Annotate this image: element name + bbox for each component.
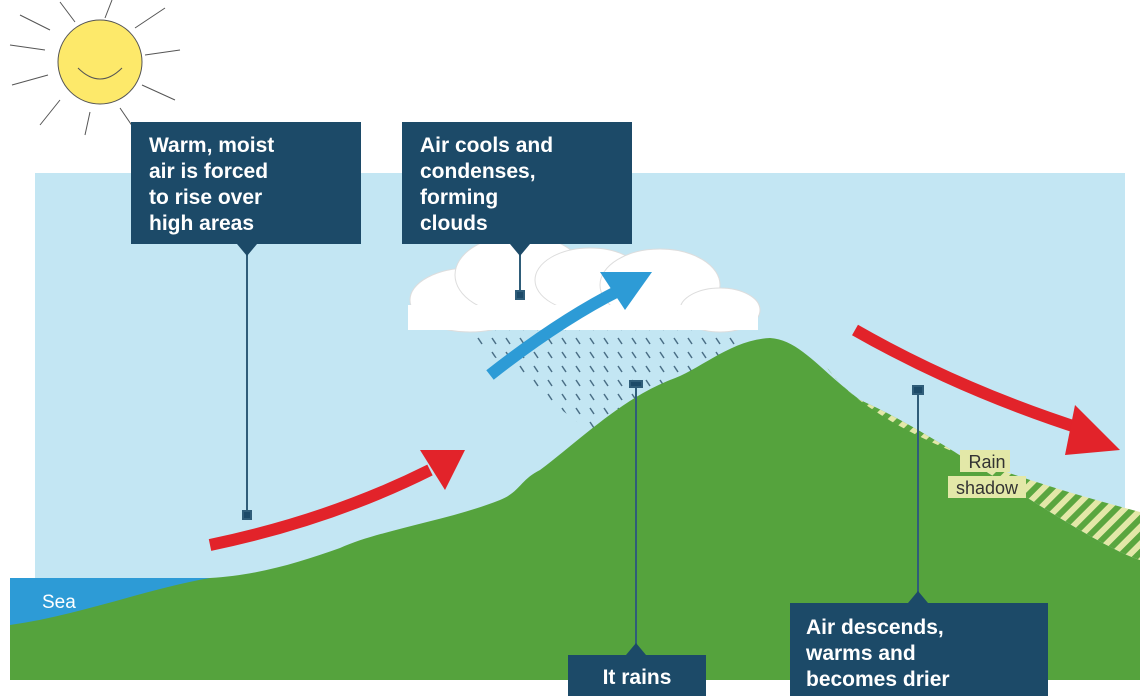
callout-text: air is forced xyxy=(149,160,268,183)
callout-text: It rains xyxy=(603,666,672,689)
rain-shadow-label: Rain xyxy=(968,452,1005,472)
sea-label: Sea xyxy=(42,592,76,613)
callout-text: Air cools and xyxy=(420,134,553,157)
sun xyxy=(10,0,180,135)
rain-shadow-label: shadow xyxy=(956,478,1019,498)
callout-text: clouds xyxy=(420,212,488,235)
callout-text: becomes drier xyxy=(806,668,950,691)
callout-text: condenses, xyxy=(420,160,536,183)
orographic-rainfall-diagram: Warm, moist air is forced to rise over h… xyxy=(0,0,1140,696)
callout-text: high areas xyxy=(149,212,254,235)
callout-text: Warm, moist xyxy=(149,134,274,157)
callout-text: Air descends, xyxy=(806,616,944,639)
callout-text: forming xyxy=(420,186,498,209)
callout-text: to rise over xyxy=(149,186,262,209)
callout-text: warms and xyxy=(805,642,916,665)
